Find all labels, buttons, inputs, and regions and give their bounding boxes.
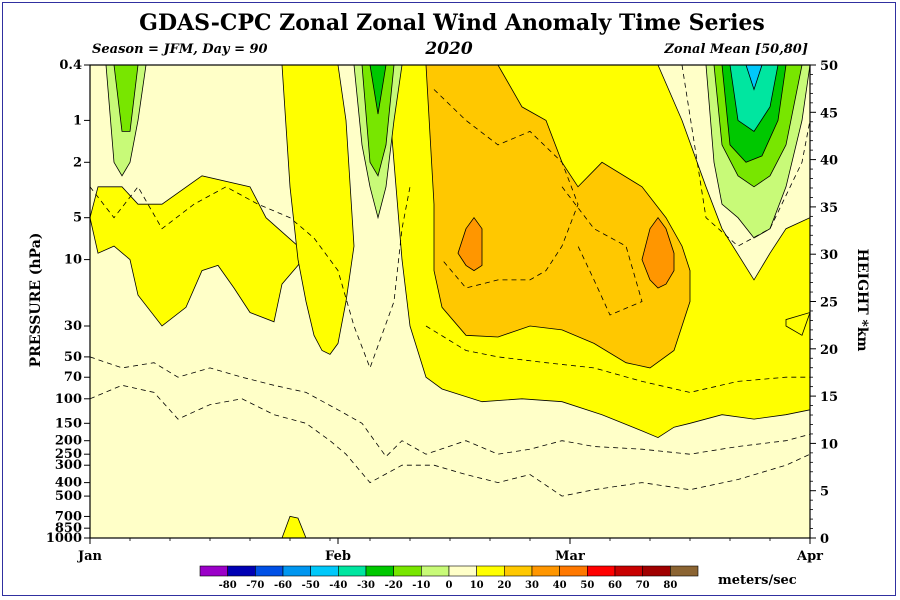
pressure-tick-label: 2 (73, 155, 82, 170)
colorbar-swatch (199, 565, 228, 577)
colorbar-swatch (587, 565, 616, 577)
contour-line (681, 65, 810, 247)
colorbar-swatch (448, 565, 477, 577)
height-tick-label: 10 (820, 437, 838, 452)
region-30-40 (641, 217, 675, 289)
colorbar-label: -20 (385, 580, 403, 591)
colorbar-swatch (476, 565, 505, 577)
region-20-30 (425, 65, 691, 369)
region-label: Zonal Mean [50,80] (663, 42, 808, 57)
colorbar-label: 10 (470, 580, 484, 591)
height-tick-label: 50 (820, 59, 838, 74)
pressure-tick-label: 150 (55, 416, 82, 431)
y2-axis-label: HEIGHT *km (854, 249, 870, 352)
region-10-20 (281, 515, 307, 538)
colorbar-swatch (282, 565, 311, 577)
colorbar: -80 -70 -60 -50 -40 -30 -20 -10 0 10 20 30 40 50 60 70 8… (199, 565, 699, 591)
colorbar-swatch (365, 565, 394, 577)
x-tick-label: Jan (77, 549, 103, 564)
pressure-tick-label: 250 (55, 447, 82, 462)
colorbar-swatch (421, 565, 450, 577)
region-10-20 (785, 312, 810, 336)
height-tick-label: 20 (820, 343, 838, 358)
region-neg-50-40 (745, 65, 763, 91)
region-neg-20-10 (113, 65, 139, 132)
colorbar-label: -60 (274, 580, 292, 591)
axes: 0.41251030507010015020025030040050070085… (46, 58, 838, 564)
contour-line (90, 356, 810, 458)
height-tick-label: 40 (820, 154, 838, 169)
colorbar-swatch (559, 565, 588, 577)
pressure-tick-label: 50 (64, 350, 82, 365)
colorbar-swatch (310, 565, 339, 577)
region-neg-20-10 (361, 65, 395, 177)
pressure-tick-label: 400 (55, 476, 82, 491)
region-30-40 (457, 217, 483, 272)
colorbar-label: 80 (663, 580, 677, 591)
colorbar-label: 60 (608, 580, 622, 591)
x-tick-label: Mar (555, 549, 585, 564)
region-10-20 (281, 65, 355, 355)
region-neg-40-30 (729, 65, 779, 132)
colorbar-label: -70 (246, 580, 264, 591)
contour-line (90, 384, 810, 497)
height-tick-label: 25 (820, 296, 838, 311)
colorbar-units: meters/sec (718, 573, 797, 588)
pressure-tick-label: 30 (64, 319, 82, 334)
colorbar-label: 30 (525, 580, 539, 591)
pressure-tick-label: 70 (64, 370, 82, 385)
colorbar-label: -50 (302, 580, 320, 591)
height-tick-label: 5 (820, 485, 829, 500)
pressure-tick-label: 0.4 (59, 58, 82, 73)
colorbar-label: 70 (636, 580, 650, 591)
colorbar-swatch (614, 565, 643, 577)
colorbar-label: 20 (497, 580, 511, 591)
x-tick-label: Feb (325, 549, 351, 564)
colorbar-swatch (227, 565, 256, 577)
height-tick-label: 15 (820, 390, 838, 405)
region-10-20 (90, 175, 307, 327)
y-axis-label: PRESSURE (hPa) (28, 233, 44, 368)
colorbar-label: -80 (219, 580, 237, 591)
year-label: 2020 (424, 39, 472, 59)
colorbar-label: 0 (446, 580, 453, 591)
colorbar-swatch (255, 565, 284, 577)
pressure-tick-label: 1000 (46, 531, 82, 546)
pressure-tick-label: 850 (55, 521, 82, 536)
colorbar-label: 40 (553, 580, 567, 591)
colorbar-swatch (670, 565, 699, 577)
colorbar-swatch (338, 565, 367, 577)
chart-title: GDAS-CPC Zonal Zonal Wind Anomaly Time S… (139, 10, 765, 36)
height-tick-label: 35 (820, 201, 838, 216)
season-label: Season = JFM, Day = 90 (92, 42, 268, 57)
height-tick-label: 0 (820, 532, 829, 547)
contour-line (425, 325, 810, 393)
pressure-tick-label: 500 (55, 489, 82, 504)
region-neg-30-20 (369, 65, 387, 115)
colorbar-swatch (642, 565, 671, 577)
pressure-tick-label: 1 (73, 113, 82, 128)
pressure-tick-label: 700 (55, 509, 82, 524)
contour-line (90, 186, 411, 370)
pressure-tick-label: 300 (55, 458, 82, 473)
colorbar-swatch (393, 565, 422, 577)
colorbar-label: -30 (357, 580, 375, 591)
x-tick-label: Apr (796, 549, 823, 564)
pressure-tick-label: 200 (55, 434, 82, 449)
height-tick-label: 30 (820, 248, 838, 263)
height-tick-label: 45 (820, 106, 838, 121)
contour-line (561, 186, 643, 316)
colorbar-label: -10 (412, 580, 430, 591)
colorbar-label: 50 (580, 580, 594, 591)
colorbar-label: -40 (329, 580, 347, 591)
anomaly-field (90, 65, 810, 538)
pressure-tick-label: 100 (55, 392, 82, 407)
colorbar-swatch (504, 565, 533, 577)
pressure-tick-label: 10 (64, 253, 82, 268)
colorbar-swatch (531, 565, 560, 577)
pressure-tick-label: 5 (73, 211, 82, 226)
plot-area (90, 65, 810, 538)
